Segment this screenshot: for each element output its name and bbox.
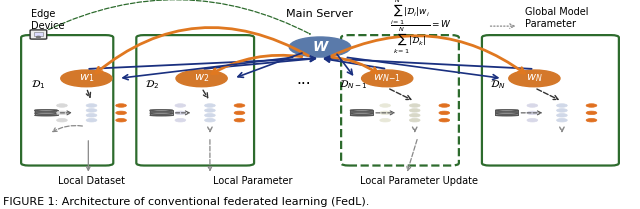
Circle shape <box>439 104 450 107</box>
Circle shape <box>205 119 215 122</box>
Circle shape <box>61 70 112 87</box>
Text: $w_N$: $w_N$ <box>526 73 543 84</box>
Ellipse shape <box>150 110 173 111</box>
Text: $w_1$: $w_1$ <box>79 73 94 84</box>
Text: Global Model
Parameter: Global Model Parameter <box>525 7 588 29</box>
Circle shape <box>586 104 597 107</box>
Text: $\mathcal{D}_2$: $\mathcal{D}_2$ <box>145 78 159 91</box>
FancyBboxPatch shape <box>30 30 47 39</box>
Text: $\mathcal{D}_{N-1}$: $\mathcal{D}_{N-1}$ <box>339 78 367 91</box>
Circle shape <box>86 109 97 112</box>
Circle shape <box>56 104 67 107</box>
Circle shape <box>557 109 567 112</box>
Circle shape <box>557 113 567 117</box>
Circle shape <box>234 119 245 122</box>
Circle shape <box>410 104 420 107</box>
Circle shape <box>380 111 390 115</box>
Text: Main Server: Main Server <box>287 9 353 19</box>
Bar <box>34 32 43 36</box>
Circle shape <box>86 104 97 107</box>
Circle shape <box>380 119 390 122</box>
Circle shape <box>527 104 538 107</box>
Text: $\mathcal{D}_1$: $\mathcal{D}_1$ <box>31 78 45 91</box>
Text: $\mathcal{D}_N$: $\mathcal{D}_N$ <box>490 78 506 91</box>
Circle shape <box>289 37 351 57</box>
Circle shape <box>586 111 597 115</box>
Text: $\dfrac{\sum_{i=1}^{N}|\mathcal{D}_i|w_i}{\sum_{k=1}^{N}|\mathcal{D}_k|}=W$: $\dfrac{\sum_{i=1}^{N}|\mathcal{D}_i|w_i… <box>390 0 452 56</box>
Ellipse shape <box>350 110 373 111</box>
Circle shape <box>527 111 538 115</box>
Circle shape <box>439 119 450 122</box>
Circle shape <box>175 104 186 107</box>
Text: Edge
Device: Edge Device <box>31 9 64 31</box>
Circle shape <box>116 119 127 122</box>
Bar <box>350 110 373 115</box>
Bar <box>35 110 58 115</box>
Circle shape <box>56 111 67 115</box>
Ellipse shape <box>150 110 173 111</box>
Text: Local Dataset: Local Dataset <box>58 176 125 186</box>
Ellipse shape <box>495 110 518 111</box>
Circle shape <box>56 119 67 122</box>
Ellipse shape <box>35 110 58 111</box>
Circle shape <box>509 70 560 87</box>
Circle shape <box>362 70 413 87</box>
Ellipse shape <box>495 110 518 111</box>
Bar <box>150 110 173 115</box>
Circle shape <box>116 104 127 107</box>
Circle shape <box>205 109 215 112</box>
Text: FIGURE 1: Architecture of conventional federated learning (FedL).: FIGURE 1: Architecture of conventional f… <box>3 197 369 207</box>
Circle shape <box>527 119 538 122</box>
Circle shape <box>86 119 97 122</box>
Circle shape <box>410 109 420 112</box>
Circle shape <box>234 104 245 107</box>
Text: Local Parameter Update: Local Parameter Update <box>360 176 478 186</box>
Text: $w_2$: $w_2$ <box>194 73 209 84</box>
Circle shape <box>205 104 215 107</box>
Bar <box>495 110 518 115</box>
Text: W: W <box>312 40 328 54</box>
Text: ...: ... <box>297 72 311 87</box>
Circle shape <box>557 104 567 107</box>
Circle shape <box>234 111 245 115</box>
Circle shape <box>175 119 186 122</box>
Circle shape <box>410 119 420 122</box>
Circle shape <box>205 113 215 117</box>
Circle shape <box>116 111 127 115</box>
Circle shape <box>557 119 567 122</box>
Circle shape <box>175 111 186 115</box>
Ellipse shape <box>35 110 58 111</box>
Circle shape <box>380 104 390 107</box>
Ellipse shape <box>350 110 373 111</box>
Circle shape <box>176 70 227 87</box>
Text: $w_{N\!-\!1}$: $w_{N\!-\!1}$ <box>373 73 401 84</box>
Circle shape <box>439 111 450 115</box>
Text: Local Parameter: Local Parameter <box>213 176 292 186</box>
Circle shape <box>586 119 597 122</box>
Circle shape <box>410 113 420 117</box>
Circle shape <box>86 113 97 117</box>
Circle shape <box>36 36 40 38</box>
